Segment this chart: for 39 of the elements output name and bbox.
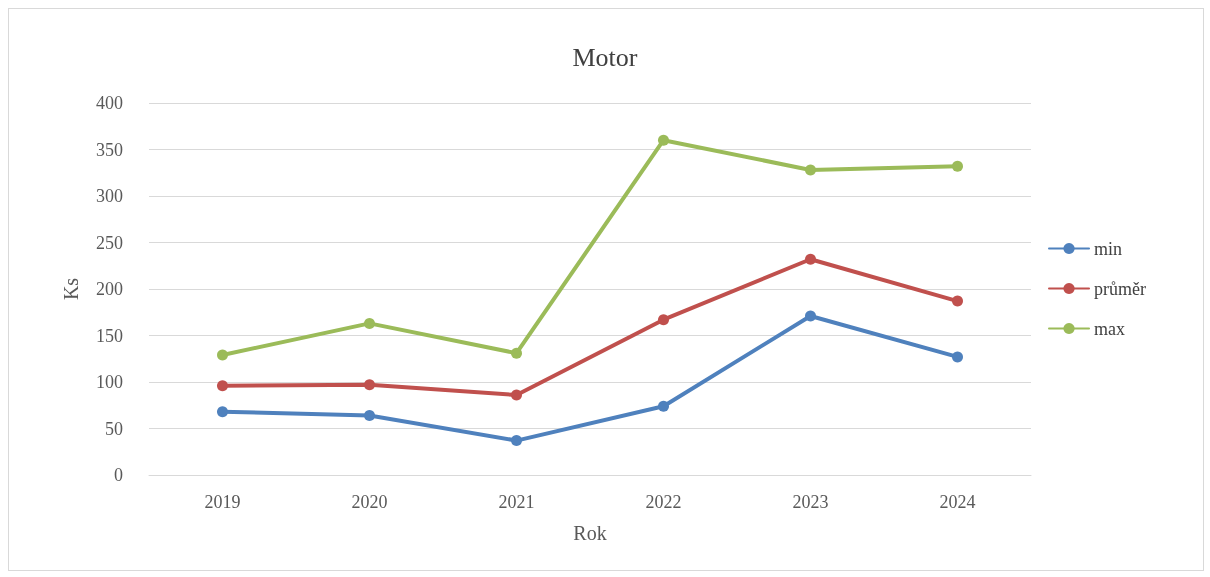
point	[217, 349, 228, 361]
y-tick-label: 150	[96, 325, 123, 346]
legend-label: průměr	[1094, 278, 1147, 299]
point	[658, 314, 669, 326]
point	[364, 409, 375, 421]
point	[805, 253, 816, 265]
x-axis-title: Rok	[573, 522, 607, 544]
y-tick-label: 0	[114, 465, 123, 485]
point	[658, 134, 669, 146]
point	[511, 435, 522, 447]
chart-title: Motor	[572, 42, 638, 72]
point	[805, 164, 816, 176]
point	[952, 351, 963, 363]
y-tick-label: 400	[96, 93, 123, 113]
point	[805, 310, 816, 322]
y-tick-label: 200	[96, 279, 123, 299]
y-tick-label: 300	[96, 186, 123, 206]
x-tick-label: 2023	[792, 492, 829, 512]
y-axis-title: Ks	[60, 277, 82, 301]
point	[217, 380, 228, 392]
y-tick-label: 100	[96, 372, 123, 392]
x-tick-label: 2022	[645, 492, 682, 512]
point	[511, 347, 522, 359]
legend-label: max	[1094, 318, 1126, 339]
point	[511, 389, 522, 401]
y-tick-label: 350	[96, 139, 123, 160]
x-tick-label: 2020	[351, 492, 388, 512]
point	[364, 379, 375, 391]
point	[658, 400, 669, 412]
x-tick-label: 2019	[204, 492, 241, 512]
y-tick-label: 250	[96, 232, 123, 253]
y-tick-label: 50	[105, 418, 123, 439]
legend-label: min	[1094, 238, 1123, 259]
x-tick-label: 2021	[498, 492, 535, 512]
point	[217, 406, 228, 418]
x-tick-label: 2024	[939, 492, 976, 512]
point	[952, 295, 963, 307]
point	[364, 317, 375, 329]
point	[952, 160, 963, 172]
